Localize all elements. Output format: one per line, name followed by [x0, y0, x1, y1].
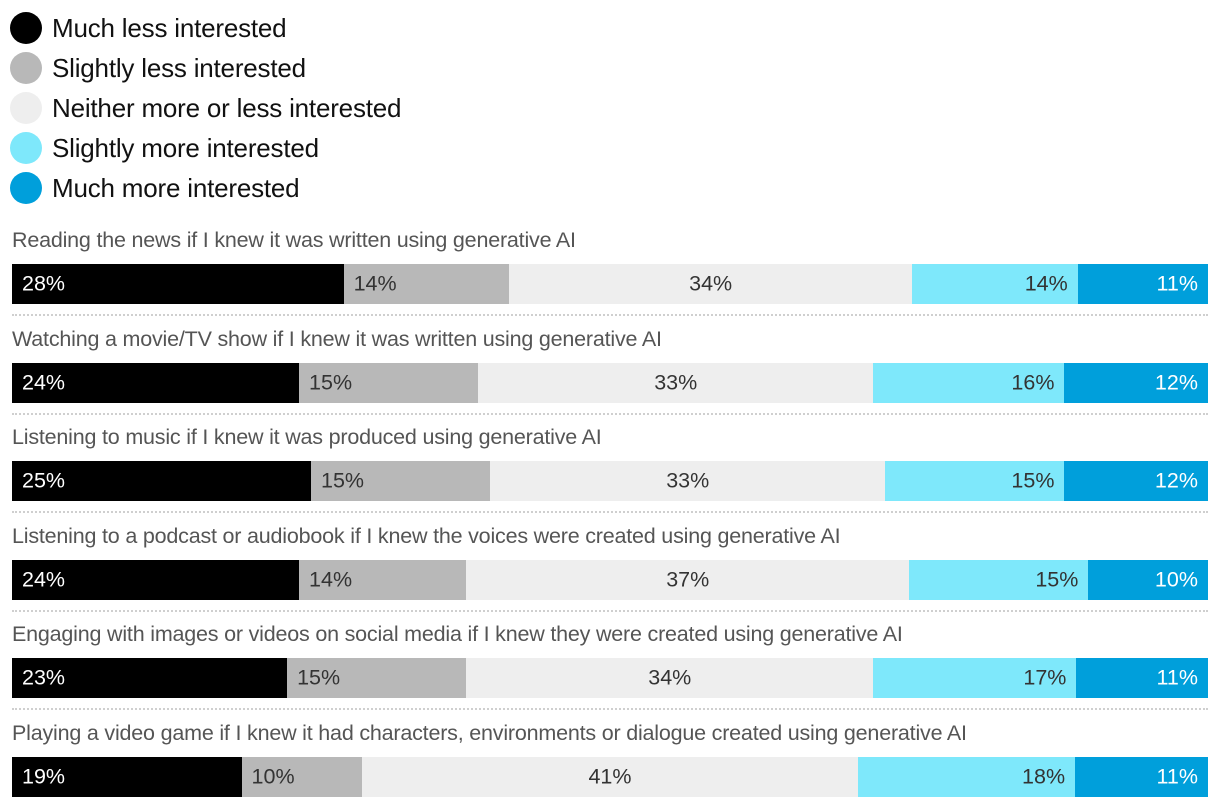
bar-segment-slightly-less-interested: 14%	[343, 264, 510, 304]
bar-segment-slightly-more-interested: 15%	[908, 559, 1089, 600]
row-divider	[12, 609, 1208, 612]
data-label: 11%	[1156, 665, 1198, 690]
stacked-bar: 25% 15% 33% 15% 12%	[12, 461, 1208, 502]
stacked-bar: 24% 15% 33% 16% 12%	[12, 362, 1208, 403]
data-label: 18%	[1022, 764, 1066, 789]
data-label: 23%	[22, 665, 66, 690]
bar-segment-much-less-interested: 24%	[12, 362, 300, 403]
legend-swatch	[10, 52, 42, 84]
legend-label: Slightly less interested	[52, 52, 306, 83]
legend-label: Much less interested	[52, 12, 287, 43]
legend-item-slightly-more-interested: Slightly more interested	[10, 128, 401, 168]
legend: Much less interested Slightly less intere…	[10, 8, 401, 208]
data-label: 25%	[22, 468, 66, 493]
legend-label: Much more interested	[52, 172, 300, 203]
data-label: 10%	[251, 764, 295, 789]
legend-swatch	[10, 172, 42, 204]
bar-segment-much-more-interested: 11%	[1075, 757, 1208, 797]
data-label: 15%	[321, 468, 365, 493]
row-divider	[12, 511, 1208, 514]
data-label: 11%	[1156, 271, 1198, 296]
bar-segment-much-more-interested: 11%	[1076, 658, 1208, 699]
bar-segment-neither-more-or-less-interested: 34%	[466, 658, 874, 699]
data-label: 41%	[588, 764, 632, 789]
bar-segment-neither-more-or-less-interested: 34%	[509, 264, 912, 304]
data-label: 28%	[22, 271, 66, 296]
bar-segment-much-more-interested: 10%	[1088, 559, 1208, 600]
data-label: 34%	[689, 271, 733, 296]
data-label: 15%	[297, 665, 341, 690]
bar-segment-much-more-interested: 12%	[1064, 461, 1208, 502]
data-label: 17%	[1023, 665, 1067, 690]
row-divider	[12, 412, 1208, 415]
category-label: Reading the news if I knew it was writte…	[12, 228, 576, 252]
legend-item-slightly-less-interested: Slightly less interested	[10, 48, 401, 88]
stacked-bar: 24% 14% 37% 15% 10%	[12, 559, 1208, 600]
bar-segment-much-more-interested: 11%	[1077, 264, 1208, 304]
bar-segment-neither-more-or-less-interested: 37%	[466, 559, 909, 600]
bar-segment-slightly-more-interested: 18%	[857, 757, 1076, 797]
legend-item-neither-more-or-less-interested: Neither more or less interested	[10, 88, 401, 128]
legend-swatch	[10, 132, 42, 164]
legend-swatch	[10, 92, 42, 124]
data-label: 14%	[309, 567, 353, 592]
bar-segment-slightly-less-interested: 10%	[241, 757, 363, 797]
data-label: 14%	[353, 271, 397, 296]
data-label: 10%	[1154, 567, 1198, 592]
category-label: Watching a movie/TV show if I knew it wa…	[12, 326, 662, 351]
bar-segment-slightly-more-interested: 15%	[885, 461, 1065, 502]
stacked-bar: 23% 15% 34% 17% 11%	[12, 658, 1208, 699]
legend-item-much-more-interested: Much more interested	[10, 168, 401, 208]
legend-label: Neither more or less interested	[52, 92, 402, 123]
data-label: 11%	[1156, 764, 1198, 789]
data-label: 15%	[1035, 567, 1079, 592]
bar-segment-slightly-more-interested: 16%	[873, 362, 1065, 403]
category-label: Listening to a podcast or audiobook if I…	[12, 523, 841, 548]
bar-segment-neither-more-or-less-interested: 33%	[478, 362, 874, 403]
data-label: 19%	[22, 764, 66, 789]
stacked-bar: 19% 10% 41% 18% 11%	[12, 757, 1208, 797]
bar-segment-slightly-less-interested: 14%	[299, 559, 467, 600]
bar-segment-much-less-interested: 23%	[12, 658, 288, 699]
bar-segment-much-less-interested: 24%	[12, 559, 300, 600]
bar-segment-much-more-interested: 12%	[1064, 362, 1208, 403]
category-label: Playing a video game if I knew it had ch…	[12, 721, 967, 745]
category-label: Engaging with images or videos on social…	[12, 622, 903, 647]
data-label: 24%	[22, 567, 66, 592]
legend-item-much-less-interested: Much less interested	[10, 8, 401, 48]
data-label: 33%	[666, 468, 710, 493]
bar-segment-neither-more-or-less-interested: 41%	[362, 757, 858, 797]
bar-segment-slightly-more-interested: 17%	[873, 658, 1077, 699]
data-label: 33%	[654, 370, 698, 395]
data-label: 16%	[1011, 370, 1055, 395]
bar-segment-slightly-more-interested: 14%	[911, 264, 1078, 304]
row-divider	[12, 708, 1208, 711]
data-label: 12%	[1154, 370, 1198, 395]
data-label: 34%	[648, 665, 692, 690]
bar-segment-slightly-less-interested: 15%	[311, 461, 491, 502]
data-label: 15%	[1011, 468, 1055, 493]
data-label: 12%	[1154, 468, 1198, 493]
row-divider	[12, 314, 1208, 316]
bar-segment-much-less-interested: 25%	[12, 461, 311, 502]
bar-segment-slightly-less-interested: 15%	[287, 658, 467, 699]
stacked-bar: 28% 14% 34% 14% 11%	[12, 264, 1208, 304]
legend-label: Slightly more interested	[52, 132, 319, 163]
bar-segment-slightly-less-interested: 15%	[299, 362, 479, 403]
bar-segment-neither-more-or-less-interested: 33%	[490, 461, 886, 502]
data-label: 15%	[309, 370, 353, 395]
data-label: 37%	[666, 567, 710, 592]
bar-segment-much-less-interested: 28%	[12, 264, 344, 304]
data-label: 24%	[22, 370, 66, 395]
bar-segment-much-less-interested: 19%	[12, 757, 242, 797]
data-label: 14%	[1024, 271, 1068, 296]
category-label: Listening to music if I knew it was prod…	[12, 425, 602, 450]
legend-swatch	[10, 12, 42, 44]
